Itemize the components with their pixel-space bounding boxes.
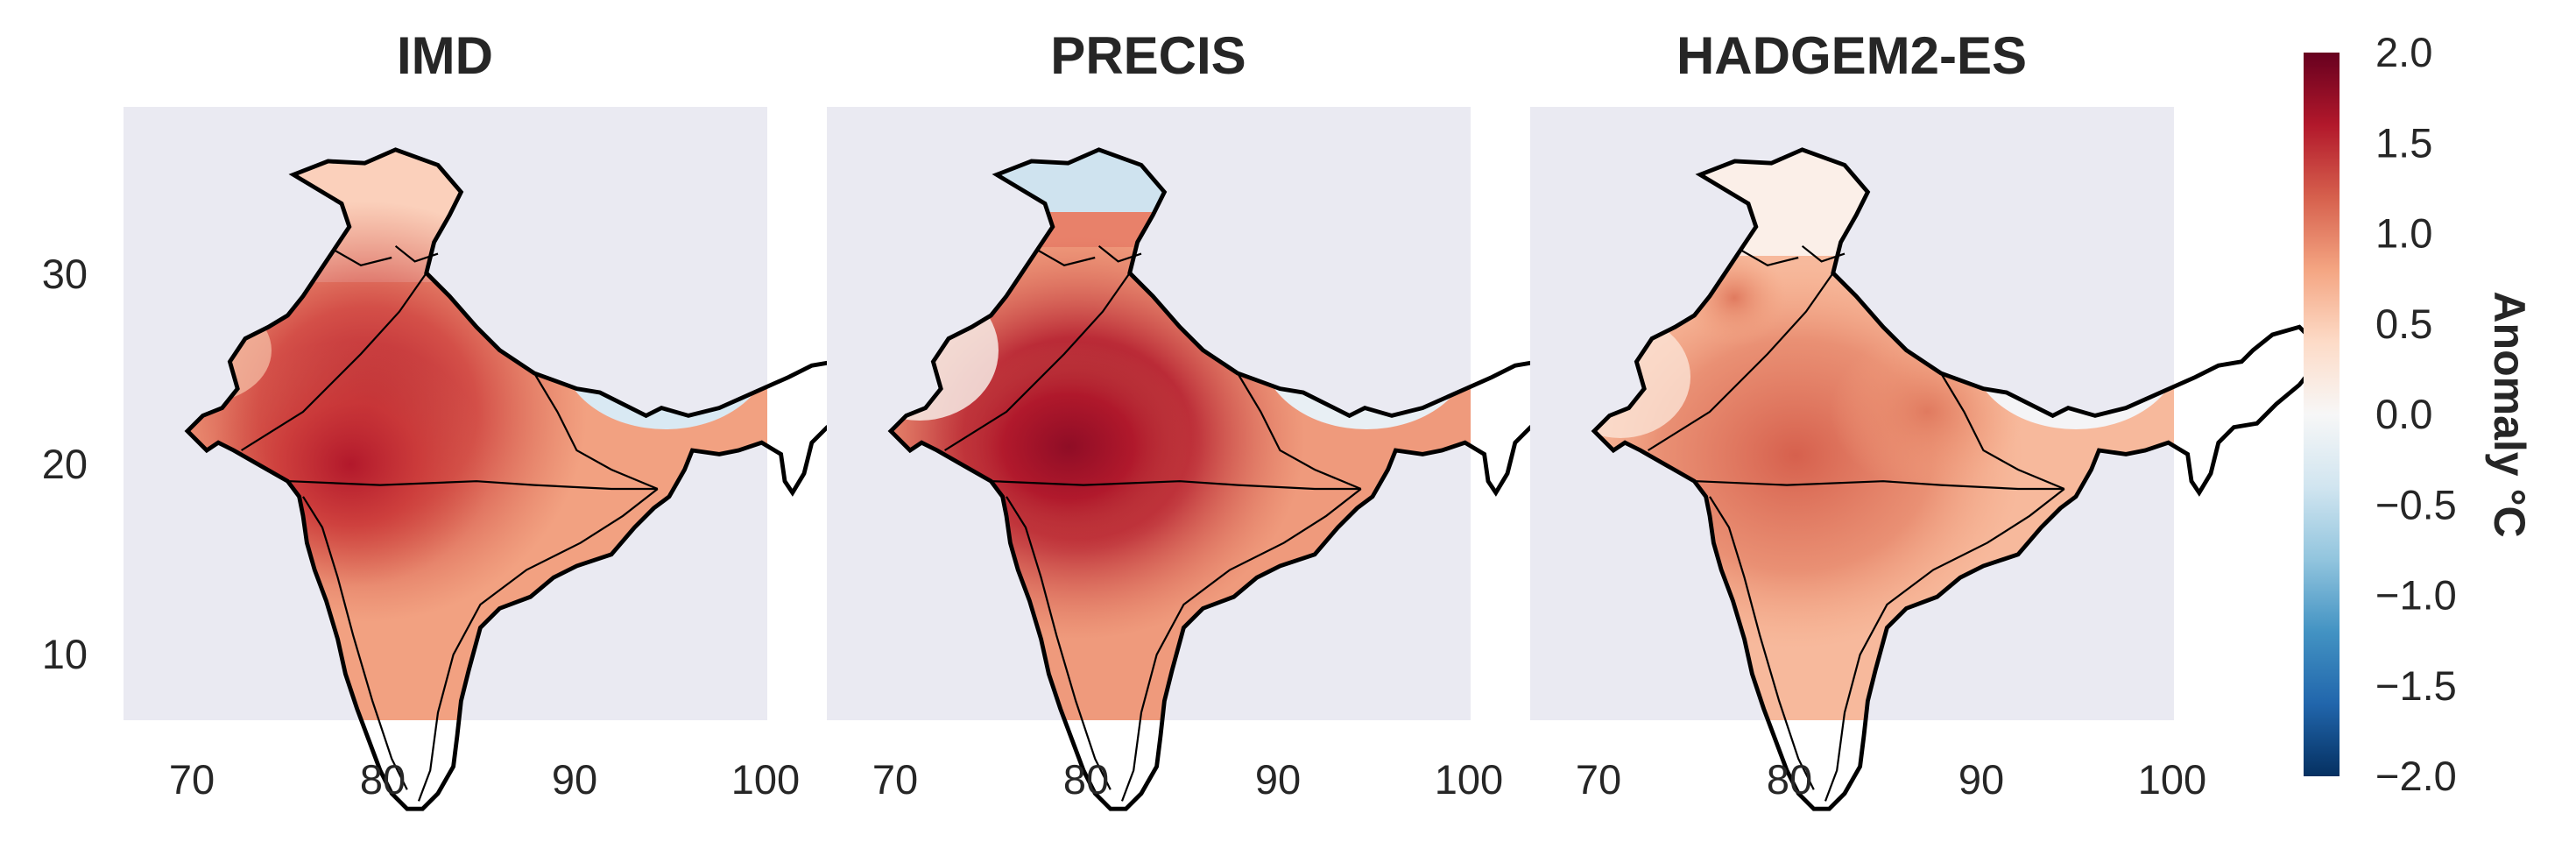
colorbar-gradient — [2304, 53, 2340, 776]
colorbar-tick-label: 1.0 — [2375, 210, 2432, 257]
x-ticks-imd: 70 80 90 100 — [169, 756, 800, 803]
colorbar-label: Anomaly °C — [2485, 291, 2534, 537]
x-tick-label: 100 — [1435, 756, 1503, 803]
x-tick-label: 70 — [872, 756, 918, 803]
y-tick-label: 20 — [42, 441, 88, 487]
colorbar-ticks: 2.0 1.5 1.0 0.5 0.0 −0.5 −1.0 −1.5 −2.0 — [2375, 29, 2457, 799]
x-tick-label: 80 — [1767, 756, 1812, 803]
colorbar-tick-label: −1.0 — [2375, 572, 2457, 619]
x-tick-label: 70 — [1576, 756, 1621, 803]
colorbar-tick-label: −1.5 — [2375, 662, 2457, 709]
title-imd: IMD — [397, 26, 493, 85]
colorbar-tick-label: −2.0 — [2375, 753, 2457, 799]
colorbar-tick-label: 2.0 — [2375, 29, 2432, 75]
x-tick-label: 90 — [552, 756, 597, 803]
panel-hadgem2-es — [1530, 107, 2315, 809]
x-tick-label: 90 — [1255, 756, 1301, 803]
x-ticks-precis: 70 80 90 100 — [872, 756, 1503, 803]
x-tick-label: 70 — [169, 756, 215, 803]
x-tick-label: 80 — [1063, 756, 1109, 803]
x-tick-label: 100 — [2138, 756, 2206, 803]
x-tick-label: 90 — [1958, 756, 2004, 803]
y-tick-label: 30 — [42, 251, 88, 297]
colorbar-tick-label: 1.5 — [2375, 119, 2432, 166]
x-tick-label: 80 — [360, 756, 406, 803]
colorbar-tick-label: 0.0 — [2375, 391, 2432, 437]
panel-imd — [124, 107, 908, 809]
title-hadgem2-es: HADGEM2-ES — [1676, 26, 2027, 85]
x-ticks-hadgem2-es: 70 80 90 100 — [1576, 756, 2206, 803]
colorbar-tick-label: −0.5 — [2375, 481, 2457, 527]
colorbar: 2.0 1.5 1.0 0.5 0.0 −0.5 −1.0 −1.5 −2.0 Anomaly … — [2304, 29, 2534, 799]
panel-precis — [827, 107, 1612, 809]
x-tick-label: 100 — [731, 756, 800, 803]
colorbar-tick-label: 0.5 — [2375, 301, 2432, 347]
y-tick-label: 10 — [42, 631, 88, 677]
title-precis: PRECIS — [1050, 26, 1246, 85]
